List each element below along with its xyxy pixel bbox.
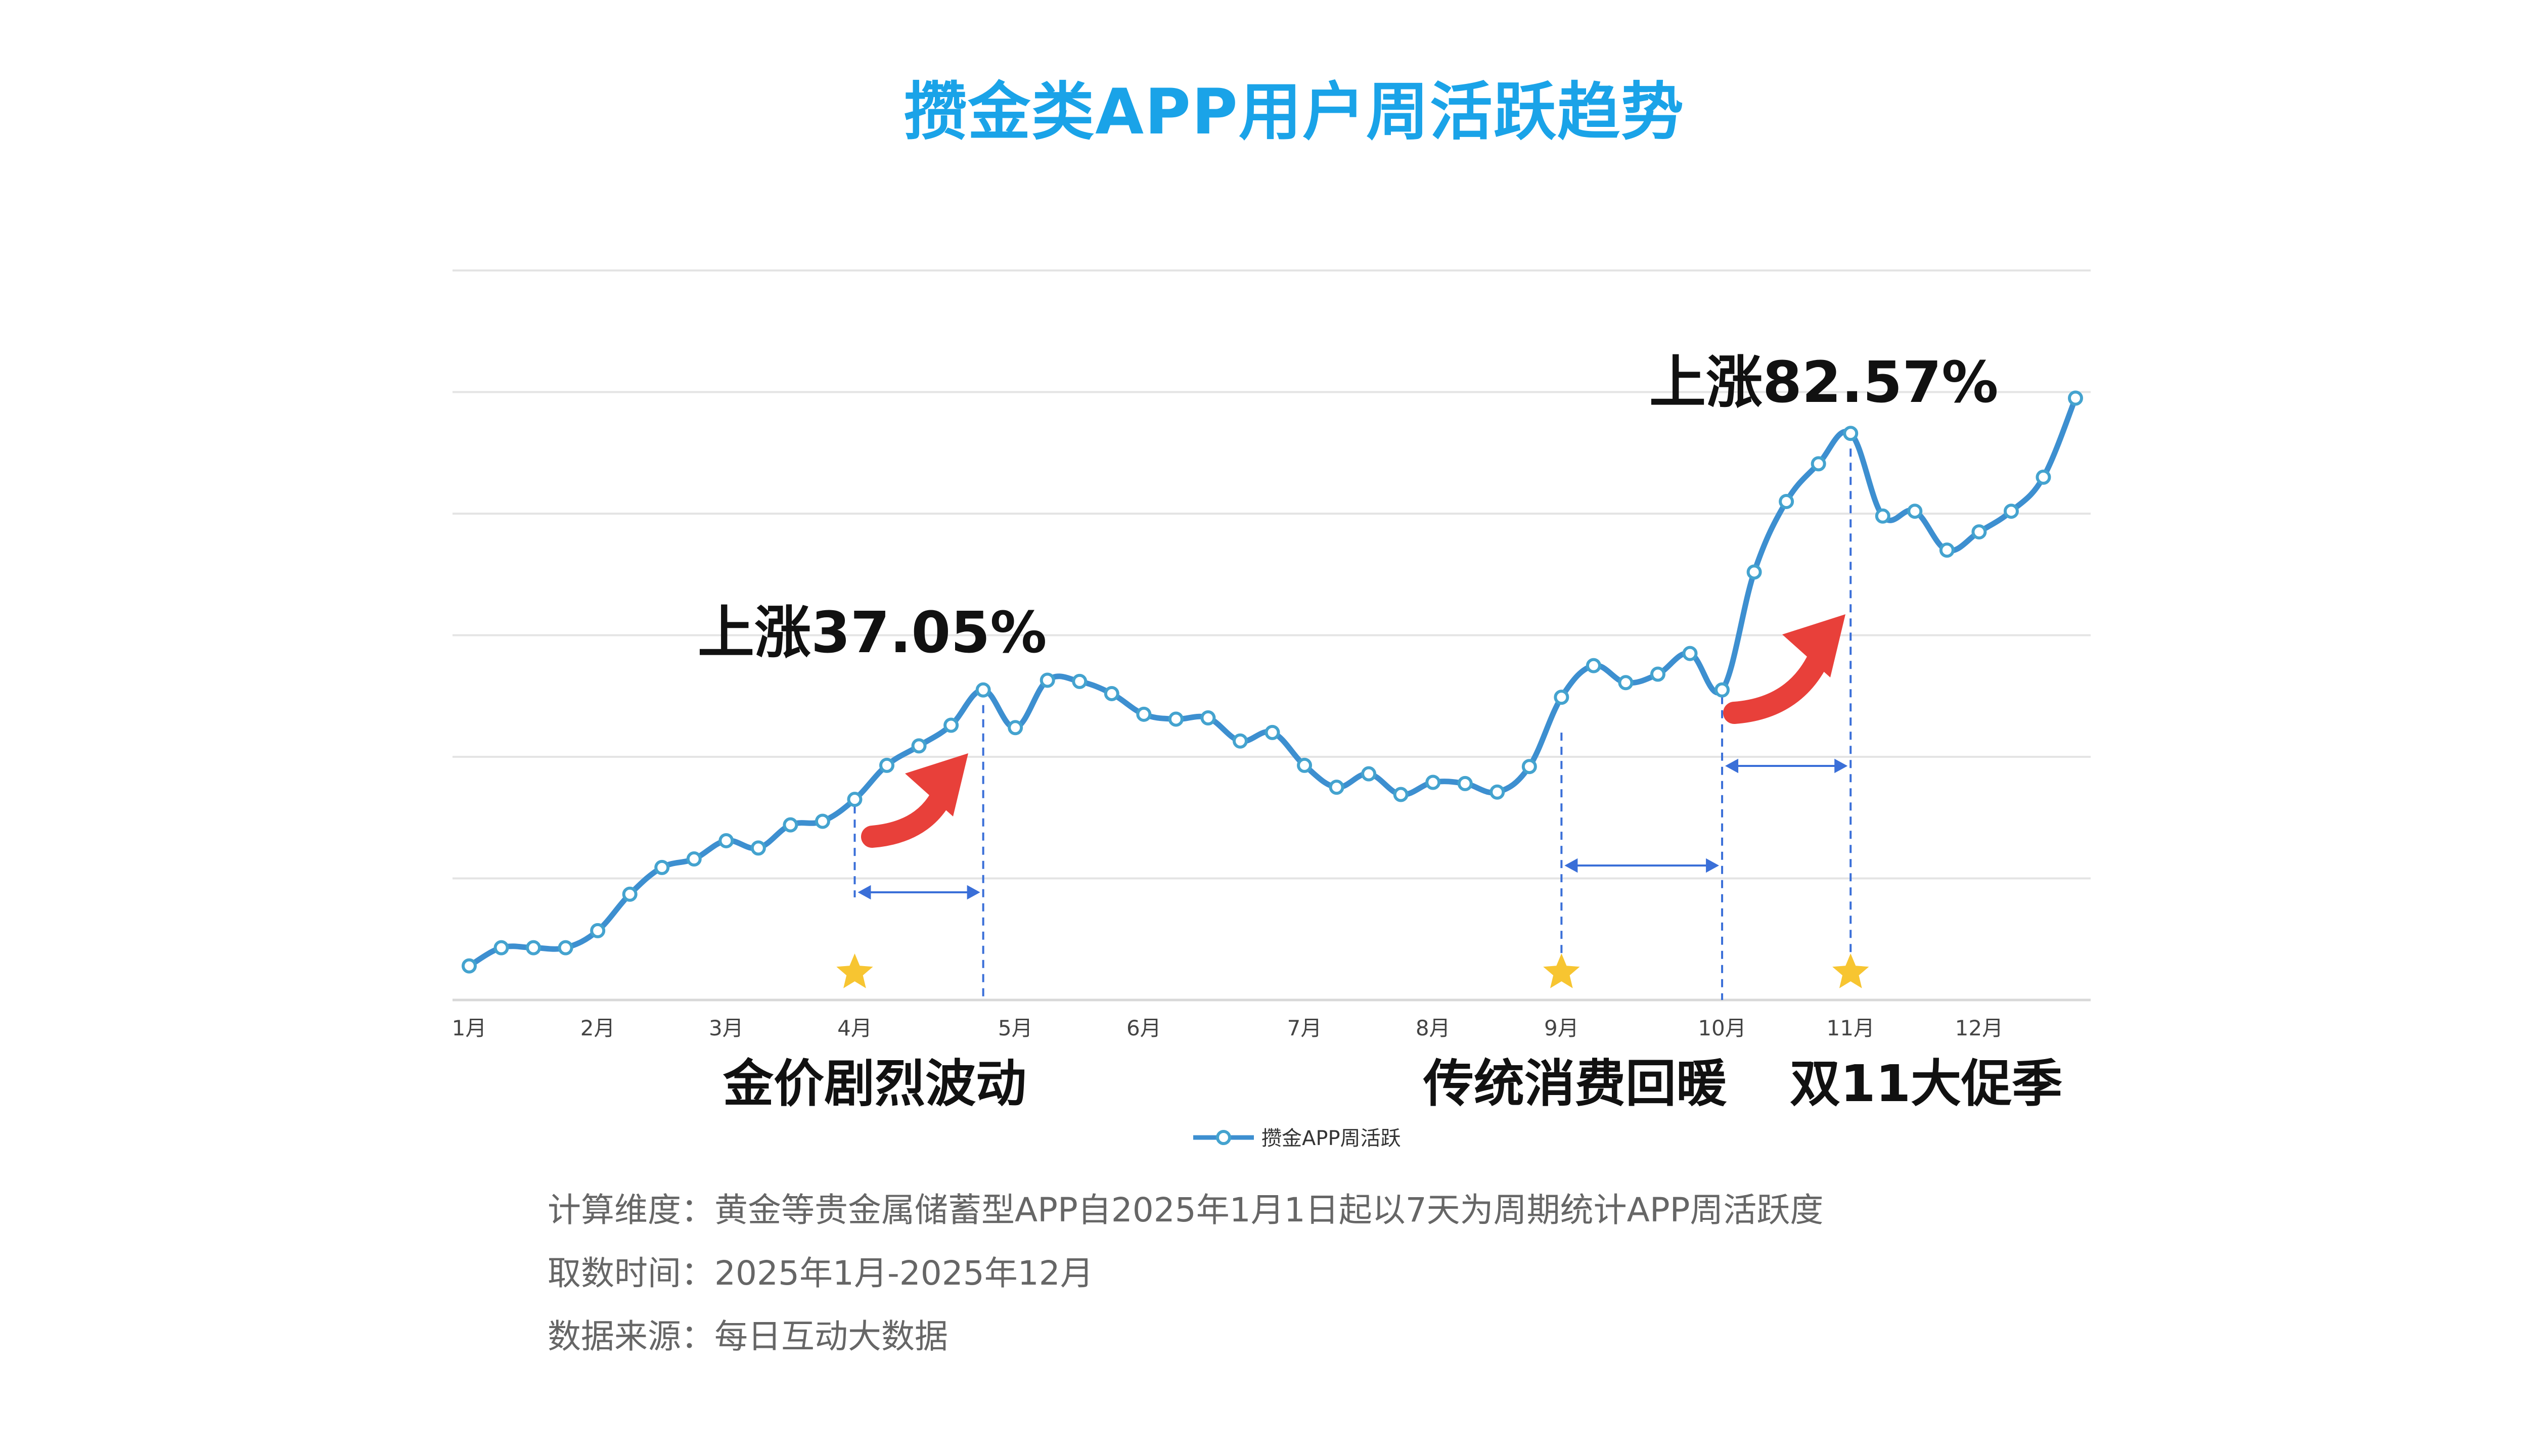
data-point [750,840,766,856]
x-tick-label: 3月 [709,1016,744,1040]
grid-lines [453,269,2091,1002]
double-arrow-head [967,885,980,900]
data-point [718,833,734,848]
data-point [622,886,638,902]
data-point [1811,456,1826,472]
data-point [943,717,959,733]
data-point [1875,508,1890,524]
data-point [1008,720,1023,736]
x-tick-label: 6月 [1126,1016,1161,1040]
x-tick-label: 9月 [1544,1016,1579,1040]
data-point [1682,646,1698,661]
double-arrow-head [1706,858,1720,873]
event-star-icon [1832,953,1869,988]
data-point [526,940,541,956]
x-tick-label: 11月 [1826,1016,1874,1040]
double-arrow-head [1564,858,1578,873]
data-point [2036,469,2051,485]
data-point [1457,776,1473,791]
x-tick-label: 4月 [837,1016,872,1040]
data-point [1040,672,1055,688]
x-tick-label: 8月 [1416,1016,1451,1040]
x-tick-label: 10月 [1698,1016,1746,1040]
annotation-rise-2: 上涨82.57% [1649,350,1998,416]
data-point [1650,666,1665,682]
data-point [1586,658,1601,673]
data-point [1329,780,1344,795]
trend-arrows [861,614,1845,848]
annotation-rise-1: 上涨37.05% [698,600,1047,666]
page-title: 攒金类APP用户周活跃趋势 [904,76,1685,149]
data-point [1168,711,1184,727]
legend-label: 攒金APP周活跃 [1261,1127,1401,1150]
data-point [590,923,606,938]
x-axis-ticks: 1月 2月 3月 4月 5月 6月 7月 8月 9月 10月 11月 12月 [452,1016,2003,1040]
event-label-gold-volatility: 金价剧烈波动 [723,1054,1026,1113]
double-arrow-head [1834,758,1848,774]
double-arrow-head [857,885,871,900]
footnote-source: 数据来源：每日互动大数据 [548,1317,948,1356]
event-label-double-11: 双11大促季 [1790,1054,2062,1113]
data-point [1200,710,1216,726]
data-point [1779,493,1794,509]
data-point [879,757,895,773]
data-point [1489,784,1505,800]
data-point [1714,682,1730,698]
annotations: 上涨37.05% 上涨82.57% 金价剧烈波动 传统消费回暖 双11大促季 [698,350,2062,1113]
x-tick-label: 12月 [1955,1016,2003,1040]
data-point [815,813,830,829]
x-tick-label: 2月 [580,1016,615,1040]
data-point [1746,564,1762,580]
data-point [1232,733,1248,749]
data-point [975,682,991,698]
data-point [493,940,509,956]
legend-marker [1216,1130,1231,1145]
data-point [2003,504,2019,519]
x-tick-label: 7月 [1287,1016,1322,1040]
data-point [1425,775,1441,790]
data-point [1521,759,1537,775]
data-point [1554,690,1569,705]
data-point [847,792,863,807]
data-point [1843,426,1859,441]
data-point [558,940,573,956]
x-tick-label: 1月 [452,1016,487,1040]
x-tick-label: 5月 [998,1016,1033,1040]
data-point [686,851,702,867]
data-point [1136,706,1152,722]
data-point [783,817,798,833]
series-line [466,395,2079,969]
footnote-period: 取数时间：2025年1月-2025年12月 [548,1254,1094,1293]
data-point [1618,675,1634,691]
guide-lines [853,448,1852,1000]
event-star-icon [1543,953,1580,988]
data-point [462,958,477,974]
series-line-layer [466,395,2079,969]
footnote-dimension: 计算维度：黄金等贵金属储蓄型APP自2025年1月1日起以7天为周期统计APP周… [548,1191,1824,1230]
trend-arrow-up-head [1782,614,1845,677]
data-point [1297,757,1313,773]
double-arrow-head [1725,758,1739,774]
data-point [1971,524,1987,540]
data-point [1072,673,1088,689]
data-point [1939,542,1955,558]
data-point [1361,766,1377,782]
data-point [654,859,670,875]
data-point [911,738,927,754]
series-markers [462,390,2083,974]
trend-arrow-up-head [905,753,968,816]
event-label-consumption-recovery: 传统消费回暖 [1423,1054,1727,1113]
data-point [1104,686,1119,701]
data-point [2068,390,2083,406]
data-point [1907,504,1923,519]
event-star-icon [836,953,873,988]
data-point [1265,724,1280,740]
data-point [1393,787,1409,802]
legend: 攒金APP周活跃 [1193,1127,1401,1150]
